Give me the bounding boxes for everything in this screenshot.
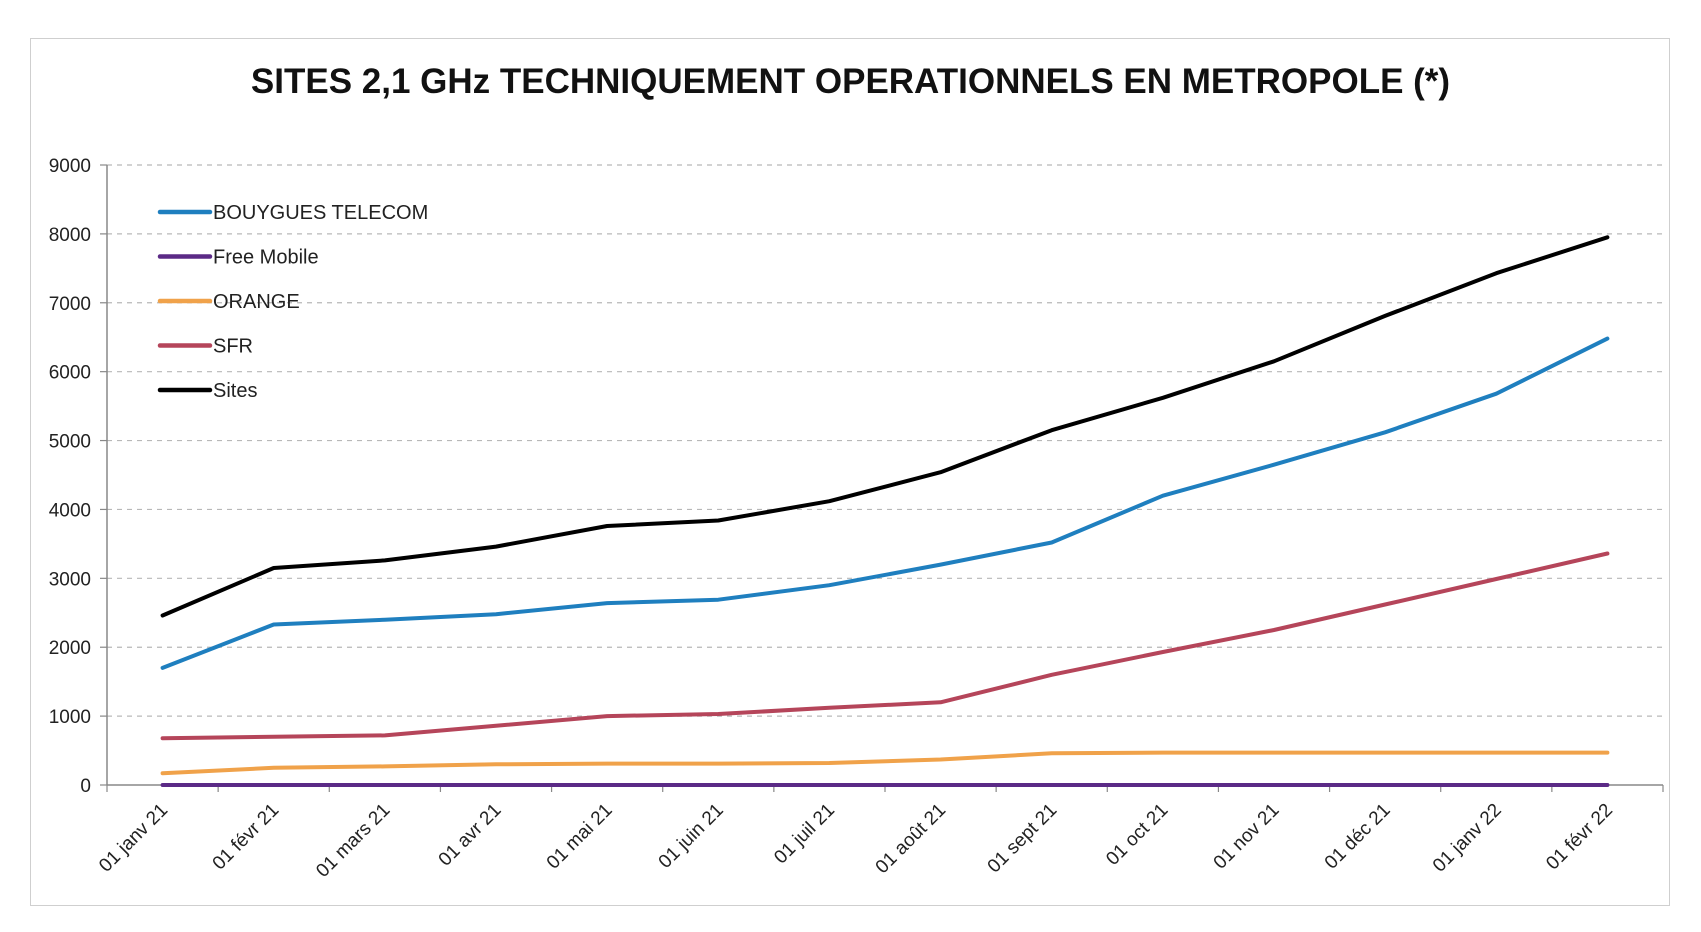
x-tick-label: 01 déc 21 — [1321, 800, 1395, 874]
series-line-sfr — [160, 551, 1610, 741]
legend-label-sites: Sites — [213, 380, 257, 402]
x-tick-label: 01 févr 22 — [1542, 800, 1617, 875]
series-line-orange — [160, 750, 1610, 776]
legend-label-orange: ORANGE — [213, 291, 300, 313]
y-tick-label: 3000 — [49, 569, 91, 590]
x-tick-label: 01 juin 21 — [655, 800, 728, 873]
x-tick-label: 01 oct 21 — [1102, 800, 1172, 870]
x-tick-label: 01 mars 21 — [312, 800, 394, 882]
legend-label-free-mobile: Free Mobile — [213, 247, 319, 269]
y-tick-label: 5000 — [49, 432, 91, 453]
series-line-bouygues-telecom — [160, 336, 1610, 670]
y-tick-label: 6000 — [49, 363, 91, 384]
x-tick-label: 01 janv 21 — [95, 800, 172, 877]
legend: BOUYGUES TELECOM Free Mobile ORANGE SFR Site… — [157, 202, 428, 402]
chart-title: SITES 2,1 GHz TECHNIQUEMENT OPERATIONNEL… — [250, 62, 1451, 101]
x-tick-label: 01 juil 21 — [770, 800, 839, 869]
x-tick-label: 01 mai 21 — [543, 800, 617, 874]
y-tick-label: 8000 — [49, 225, 91, 246]
x-tick-label: 01 nov 21 — [1210, 800, 1284, 874]
x-tick-label: 01 août 21 — [872, 800, 950, 878]
y-tick-label: 4000 — [49, 500, 91, 521]
x-tick-label: 01 févr 21 — [209, 800, 284, 875]
series-layer — [160, 235, 1610, 787]
y-tick-label: 9000 — [49, 156, 91, 177]
x-tick-label: 01 janv 22 — [1429, 800, 1506, 877]
legend-label-sfr: SFR — [213, 336, 253, 358]
y-tick-label: 1000 — [49, 707, 91, 728]
grid-layer — [107, 164, 1663, 717]
y-tick-label: 0 — [80, 776, 91, 797]
x-tick-label: 01 sept 21 — [984, 800, 1062, 878]
y-tick-label: 2000 — [49, 638, 91, 659]
y-tick-label: 7000 — [49, 294, 91, 315]
legend-label-bouygues-telecom: BOUYGUES TELECOM — [213, 202, 428, 224]
x-tick-label: 01 avr 21 — [435, 800, 506, 871]
series-line-sites — [160, 235, 1610, 618]
